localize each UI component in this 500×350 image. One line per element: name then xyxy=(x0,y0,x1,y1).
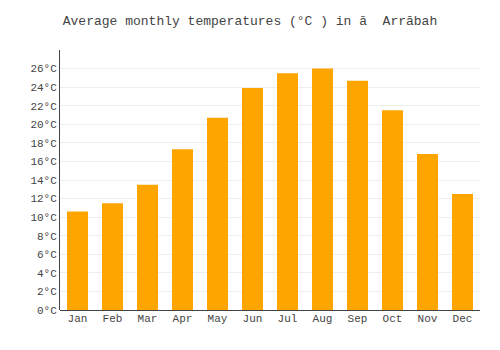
svg-text:6°C: 6°C xyxy=(37,249,57,261)
svg-text:May: May xyxy=(208,313,228,325)
svg-text:Sep: Sep xyxy=(348,313,368,325)
svg-text:26°C: 26°C xyxy=(30,63,57,75)
svg-text:Average monthly temperatures (: Average monthly temperatures (°C ) in ā … xyxy=(63,14,437,29)
svg-text:Apr: Apr xyxy=(173,313,193,325)
svg-text:Feb: Feb xyxy=(103,313,123,325)
svg-text:18°C: 18°C xyxy=(30,138,57,150)
svg-text:22°C: 22°C xyxy=(30,101,57,113)
svg-text:0°C: 0°C xyxy=(37,305,57,317)
svg-text:Aug: Aug xyxy=(313,313,333,325)
svg-text:24°C: 24°C xyxy=(30,82,57,94)
svg-text:Jul: Jul xyxy=(278,313,298,325)
svg-text:2°C: 2°C xyxy=(37,286,57,298)
svg-text:8°C: 8°C xyxy=(37,231,57,243)
svg-text:12°C: 12°C xyxy=(30,193,57,205)
svg-text:20°C: 20°C xyxy=(30,119,57,131)
svg-text:14°C: 14°C xyxy=(30,175,57,187)
svg-text:16°C: 16°C xyxy=(30,156,57,168)
svg-text:10°C: 10°C xyxy=(30,212,57,224)
svg-text:Oct: Oct xyxy=(383,313,403,325)
svg-text:Jun: Jun xyxy=(243,313,263,325)
svg-text:Mar: Mar xyxy=(138,313,158,325)
svg-text:Jan: Jan xyxy=(68,313,88,325)
svg-text:Dec: Dec xyxy=(453,313,473,325)
svg-text:Nov: Nov xyxy=(418,313,438,325)
svg-text:4°C: 4°C xyxy=(37,268,57,280)
